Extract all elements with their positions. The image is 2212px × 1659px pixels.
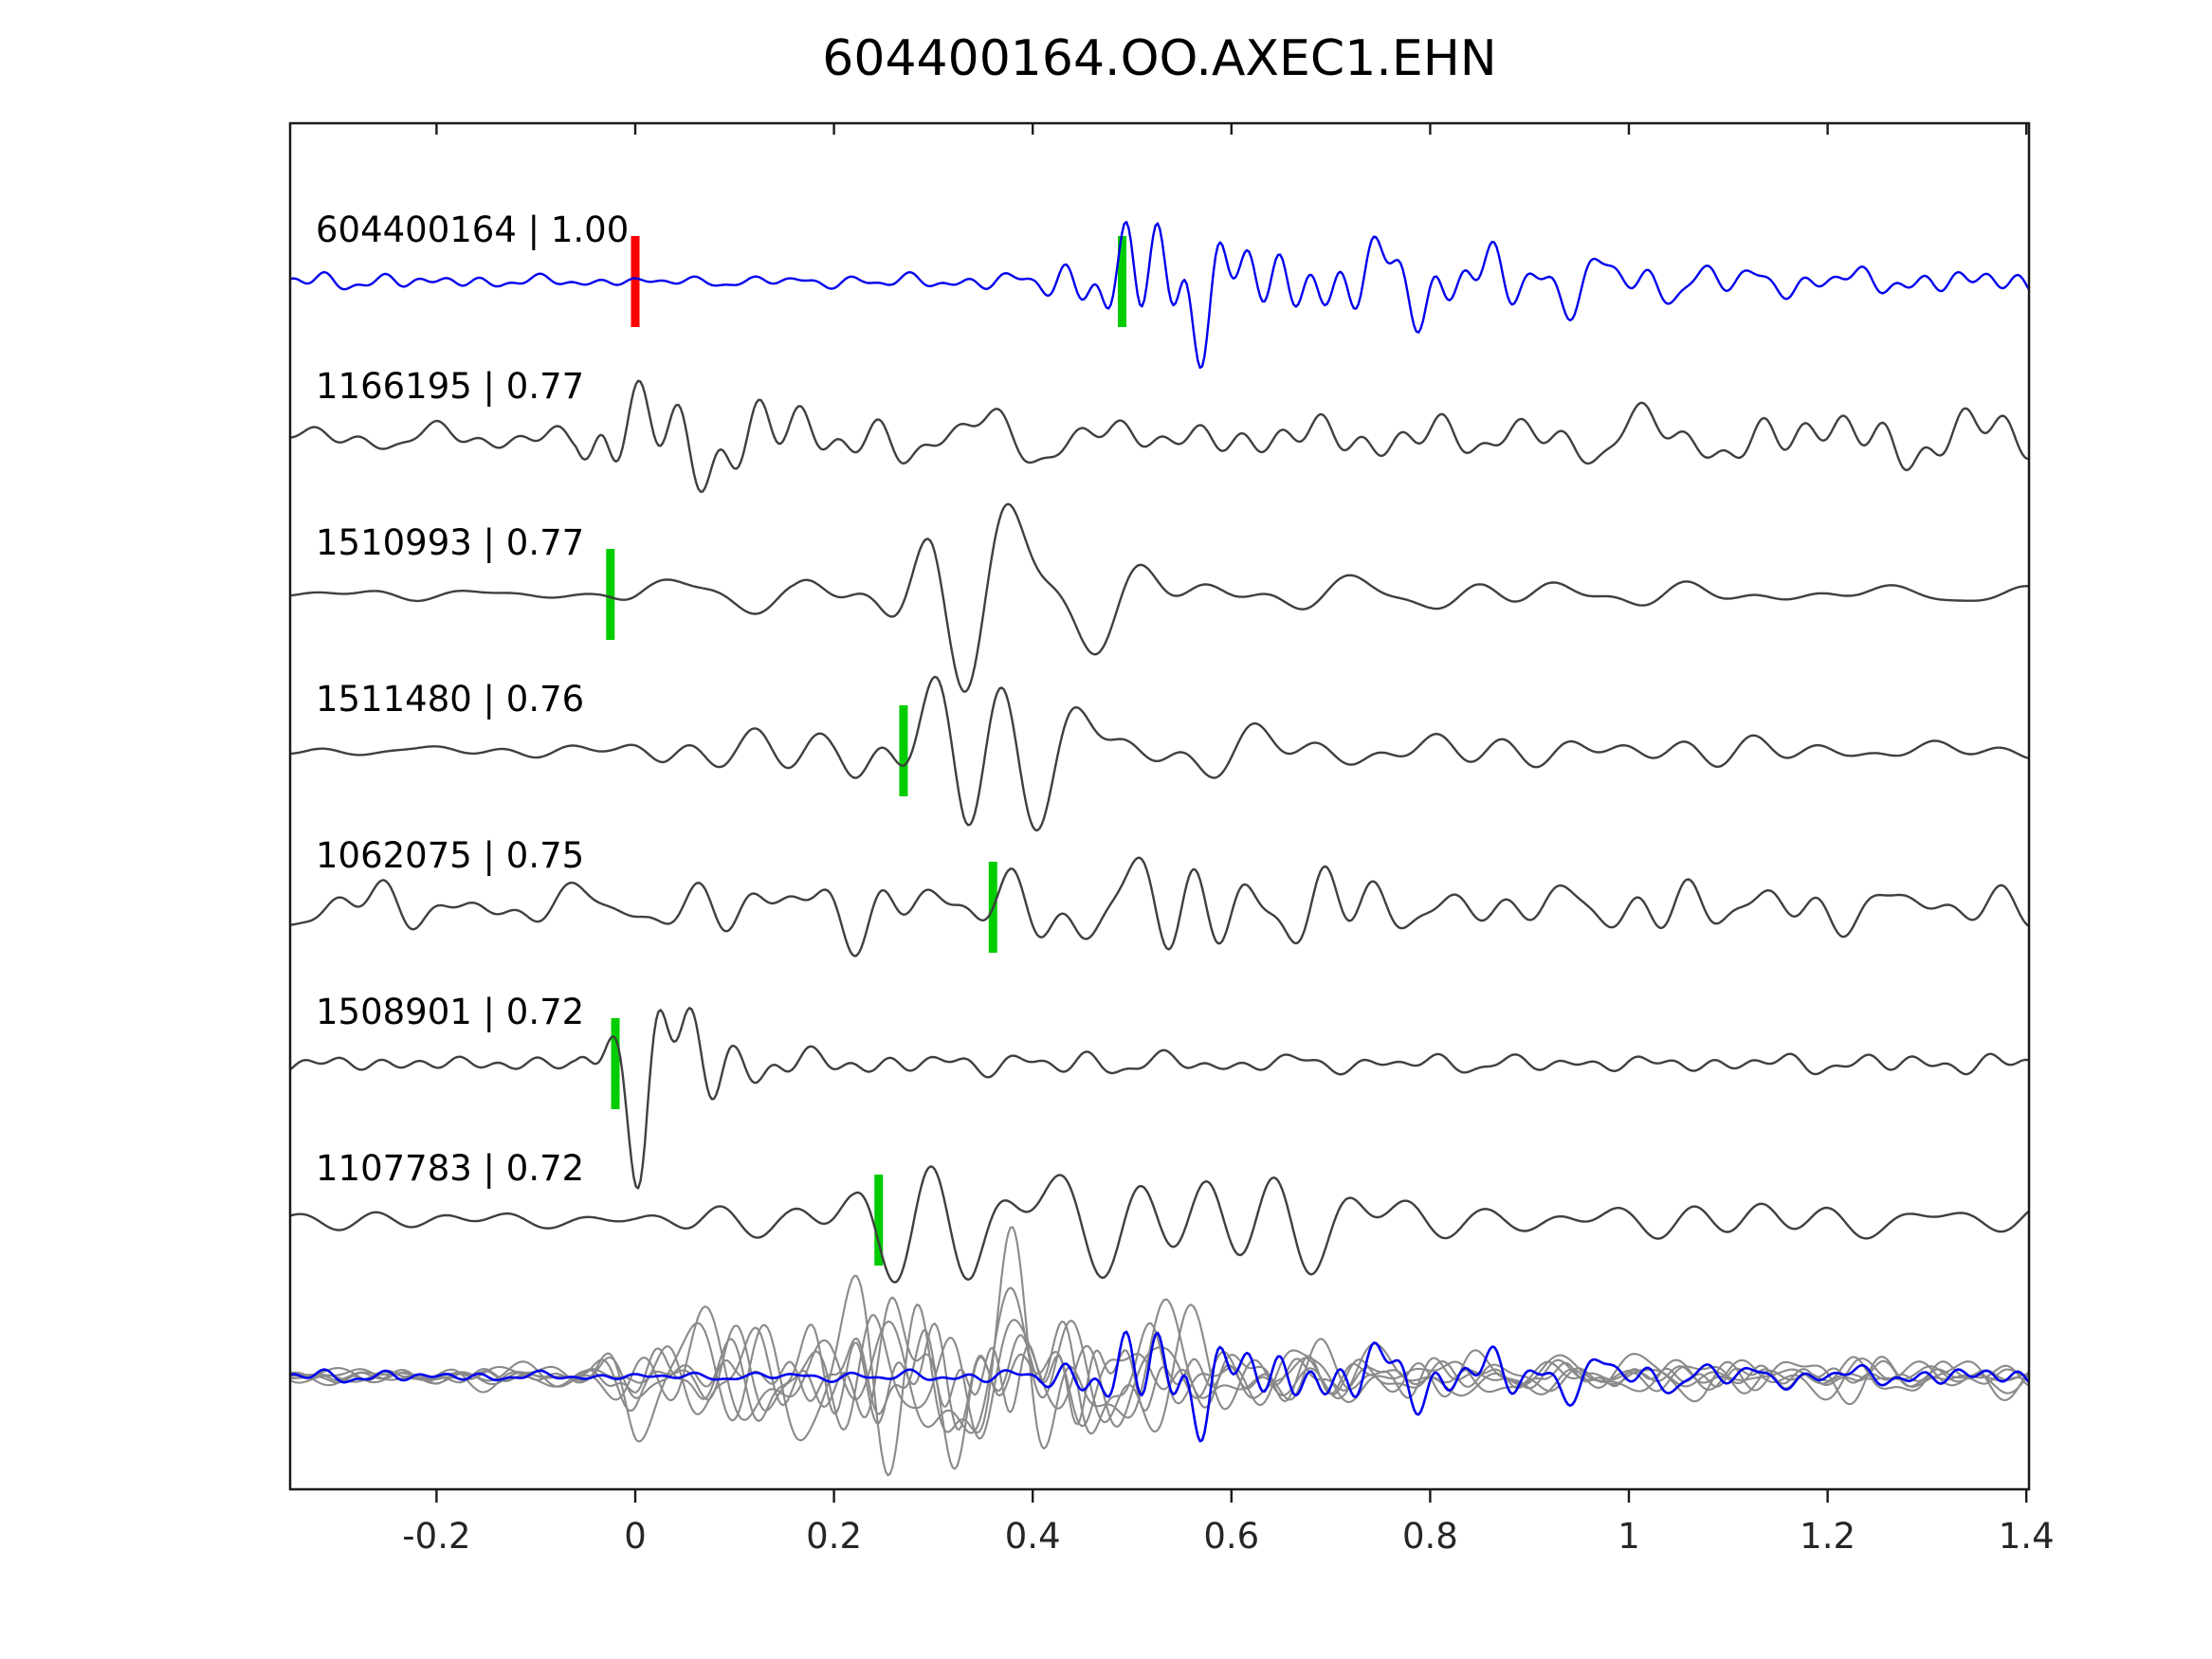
trace-line-1107783	[290, 1165, 2029, 1284]
trace-label: 1510993 | 0.77	[316, 522, 584, 563]
trace-line-1062075	[290, 856, 2029, 957]
trace-line-1510993	[290, 502, 2029, 693]
overlay-trace	[290, 1314, 2029, 1440]
trace-label: 604400164 | 1.00	[316, 210, 629, 250]
trace-label: 1062075 | 0.75	[316, 835, 584, 876]
trace-line-1508901	[290, 1007, 2029, 1190]
x-tick-label: 0.2	[806, 1516, 862, 1557]
x-tick-label: 1	[1618, 1516, 1640, 1557]
axes-box	[288, 121, 2031, 1491]
trace-line-1166195	[290, 379, 2029, 493]
x-tick-label: 0.8	[1402, 1516, 1458, 1557]
overlay-trace	[290, 1329, 2029, 1426]
trace-label: 1107783 | 0.72	[316, 1148, 584, 1189]
x-tick-label: 0.4	[1005, 1516, 1061, 1557]
x-tick-label: 0	[624, 1516, 647, 1557]
trace-line-604400164	[290, 221, 2029, 370]
traces-group	[290, 221, 2029, 1477]
x-tick-label: -0.2	[402, 1516, 470, 1557]
x-tick-label: 0.6	[1203, 1516, 1259, 1557]
trace-label: 1508901 | 0.72	[316, 992, 584, 1032]
overlay-trace	[290, 1330, 2029, 1443]
trace-label: 1511480 | 0.76	[316, 679, 584, 720]
overlay-trace	[290, 1322, 2029, 1431]
trace-label: 1166195 | 0.77	[316, 366, 584, 407]
x-tick-label: 1.2	[1800, 1516, 1856, 1557]
x-tick-label: 1.4	[1999, 1516, 2055, 1557]
trace-line-1511480	[290, 675, 2029, 832]
figure-title: 604400164.OO.AXEC1.EHN	[822, 30, 1497, 87]
